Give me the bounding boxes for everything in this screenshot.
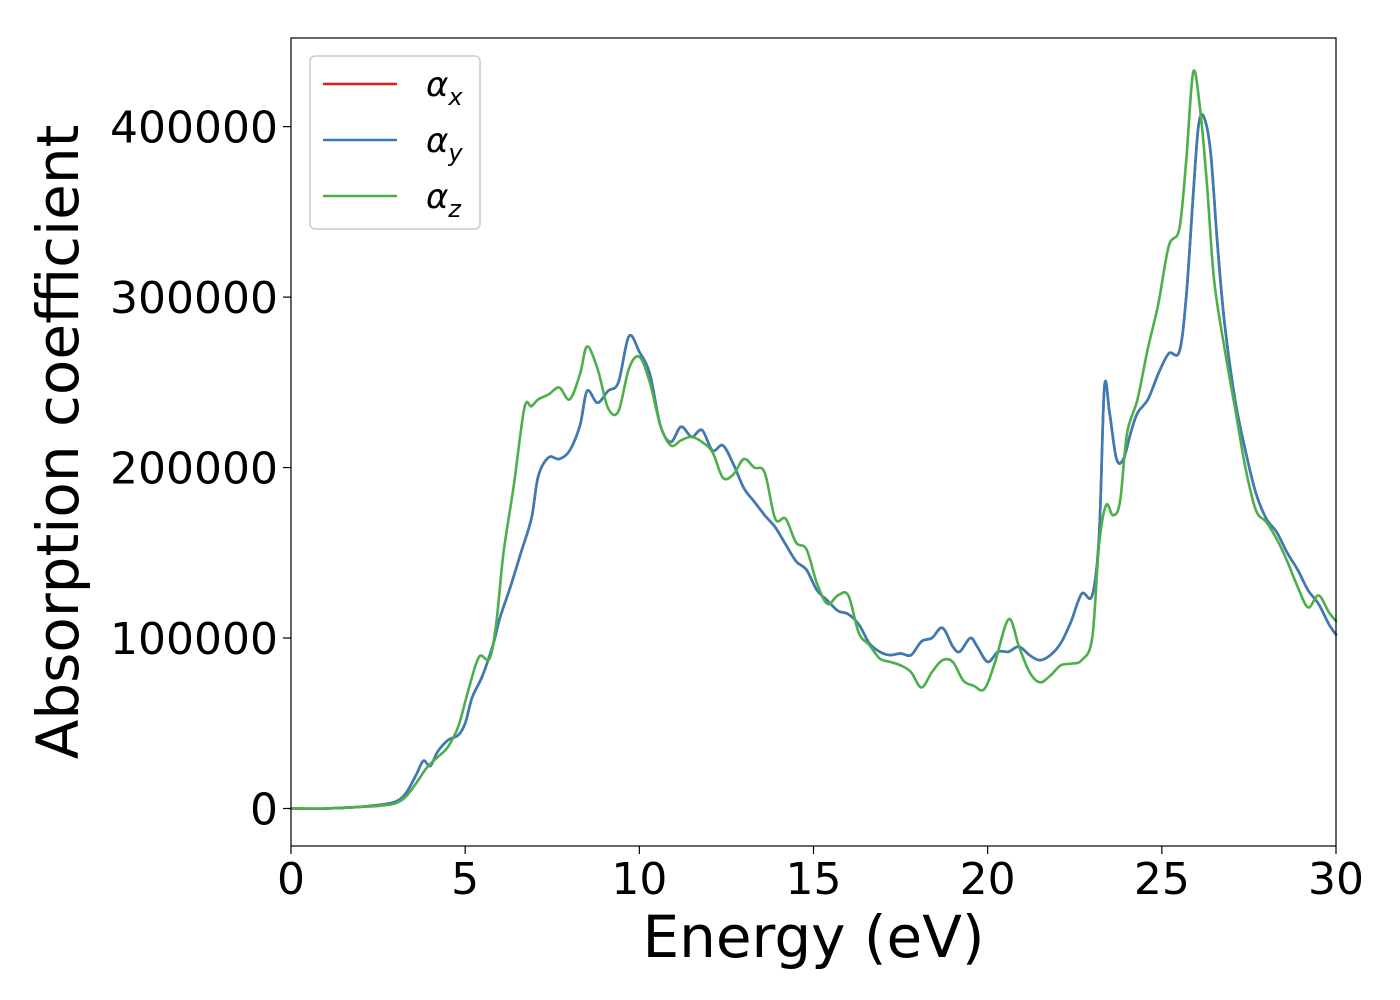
legend-label-z: αz <box>426 177 462 223</box>
y-axis-label: Absorption coefficient <box>24 125 92 760</box>
x-tick-label: 10 <box>611 854 667 905</box>
x-tick-label: 20 <box>960 854 1016 905</box>
legend-label-subscript: x <box>447 83 463 111</box>
legend-label-base: α <box>426 177 448 217</box>
y-tick-label: 0 <box>250 784 278 835</box>
y-tick-label: 400000 <box>110 103 278 154</box>
series-line-z <box>289 69 1338 810</box>
series-layer <box>289 69 1338 810</box>
legend-frame <box>309 55 481 230</box>
x-tick-label: 5 <box>451 854 479 905</box>
legend-label-base: α <box>426 121 448 161</box>
x-tick-label: 0 <box>277 854 305 905</box>
legend-label-subscript: y <box>447 139 463 167</box>
x-tick-label: 25 <box>1134 854 1190 905</box>
x-axis-ticks: 0 5 10 15 20 25 30 <box>277 846 1364 905</box>
y-tick-label: 100000 <box>110 614 278 665</box>
y-axis-ticks: 0 100000 200000 300000 400000 <box>110 103 291 835</box>
x-tick-label: 30 <box>1308 854 1364 905</box>
x-axis-label: Energy (eV) <box>642 903 984 971</box>
x-tick-label: 15 <box>786 854 842 905</box>
legend-label-base: α <box>426 65 448 105</box>
legend-label-x: αx <box>426 65 463 111</box>
legend-label-y: αy <box>426 121 463 167</box>
y-tick-label: 200000 <box>110 444 278 495</box>
legend-label-subscript: z <box>447 195 462 223</box>
y-tick-label: 300000 <box>110 273 278 324</box>
